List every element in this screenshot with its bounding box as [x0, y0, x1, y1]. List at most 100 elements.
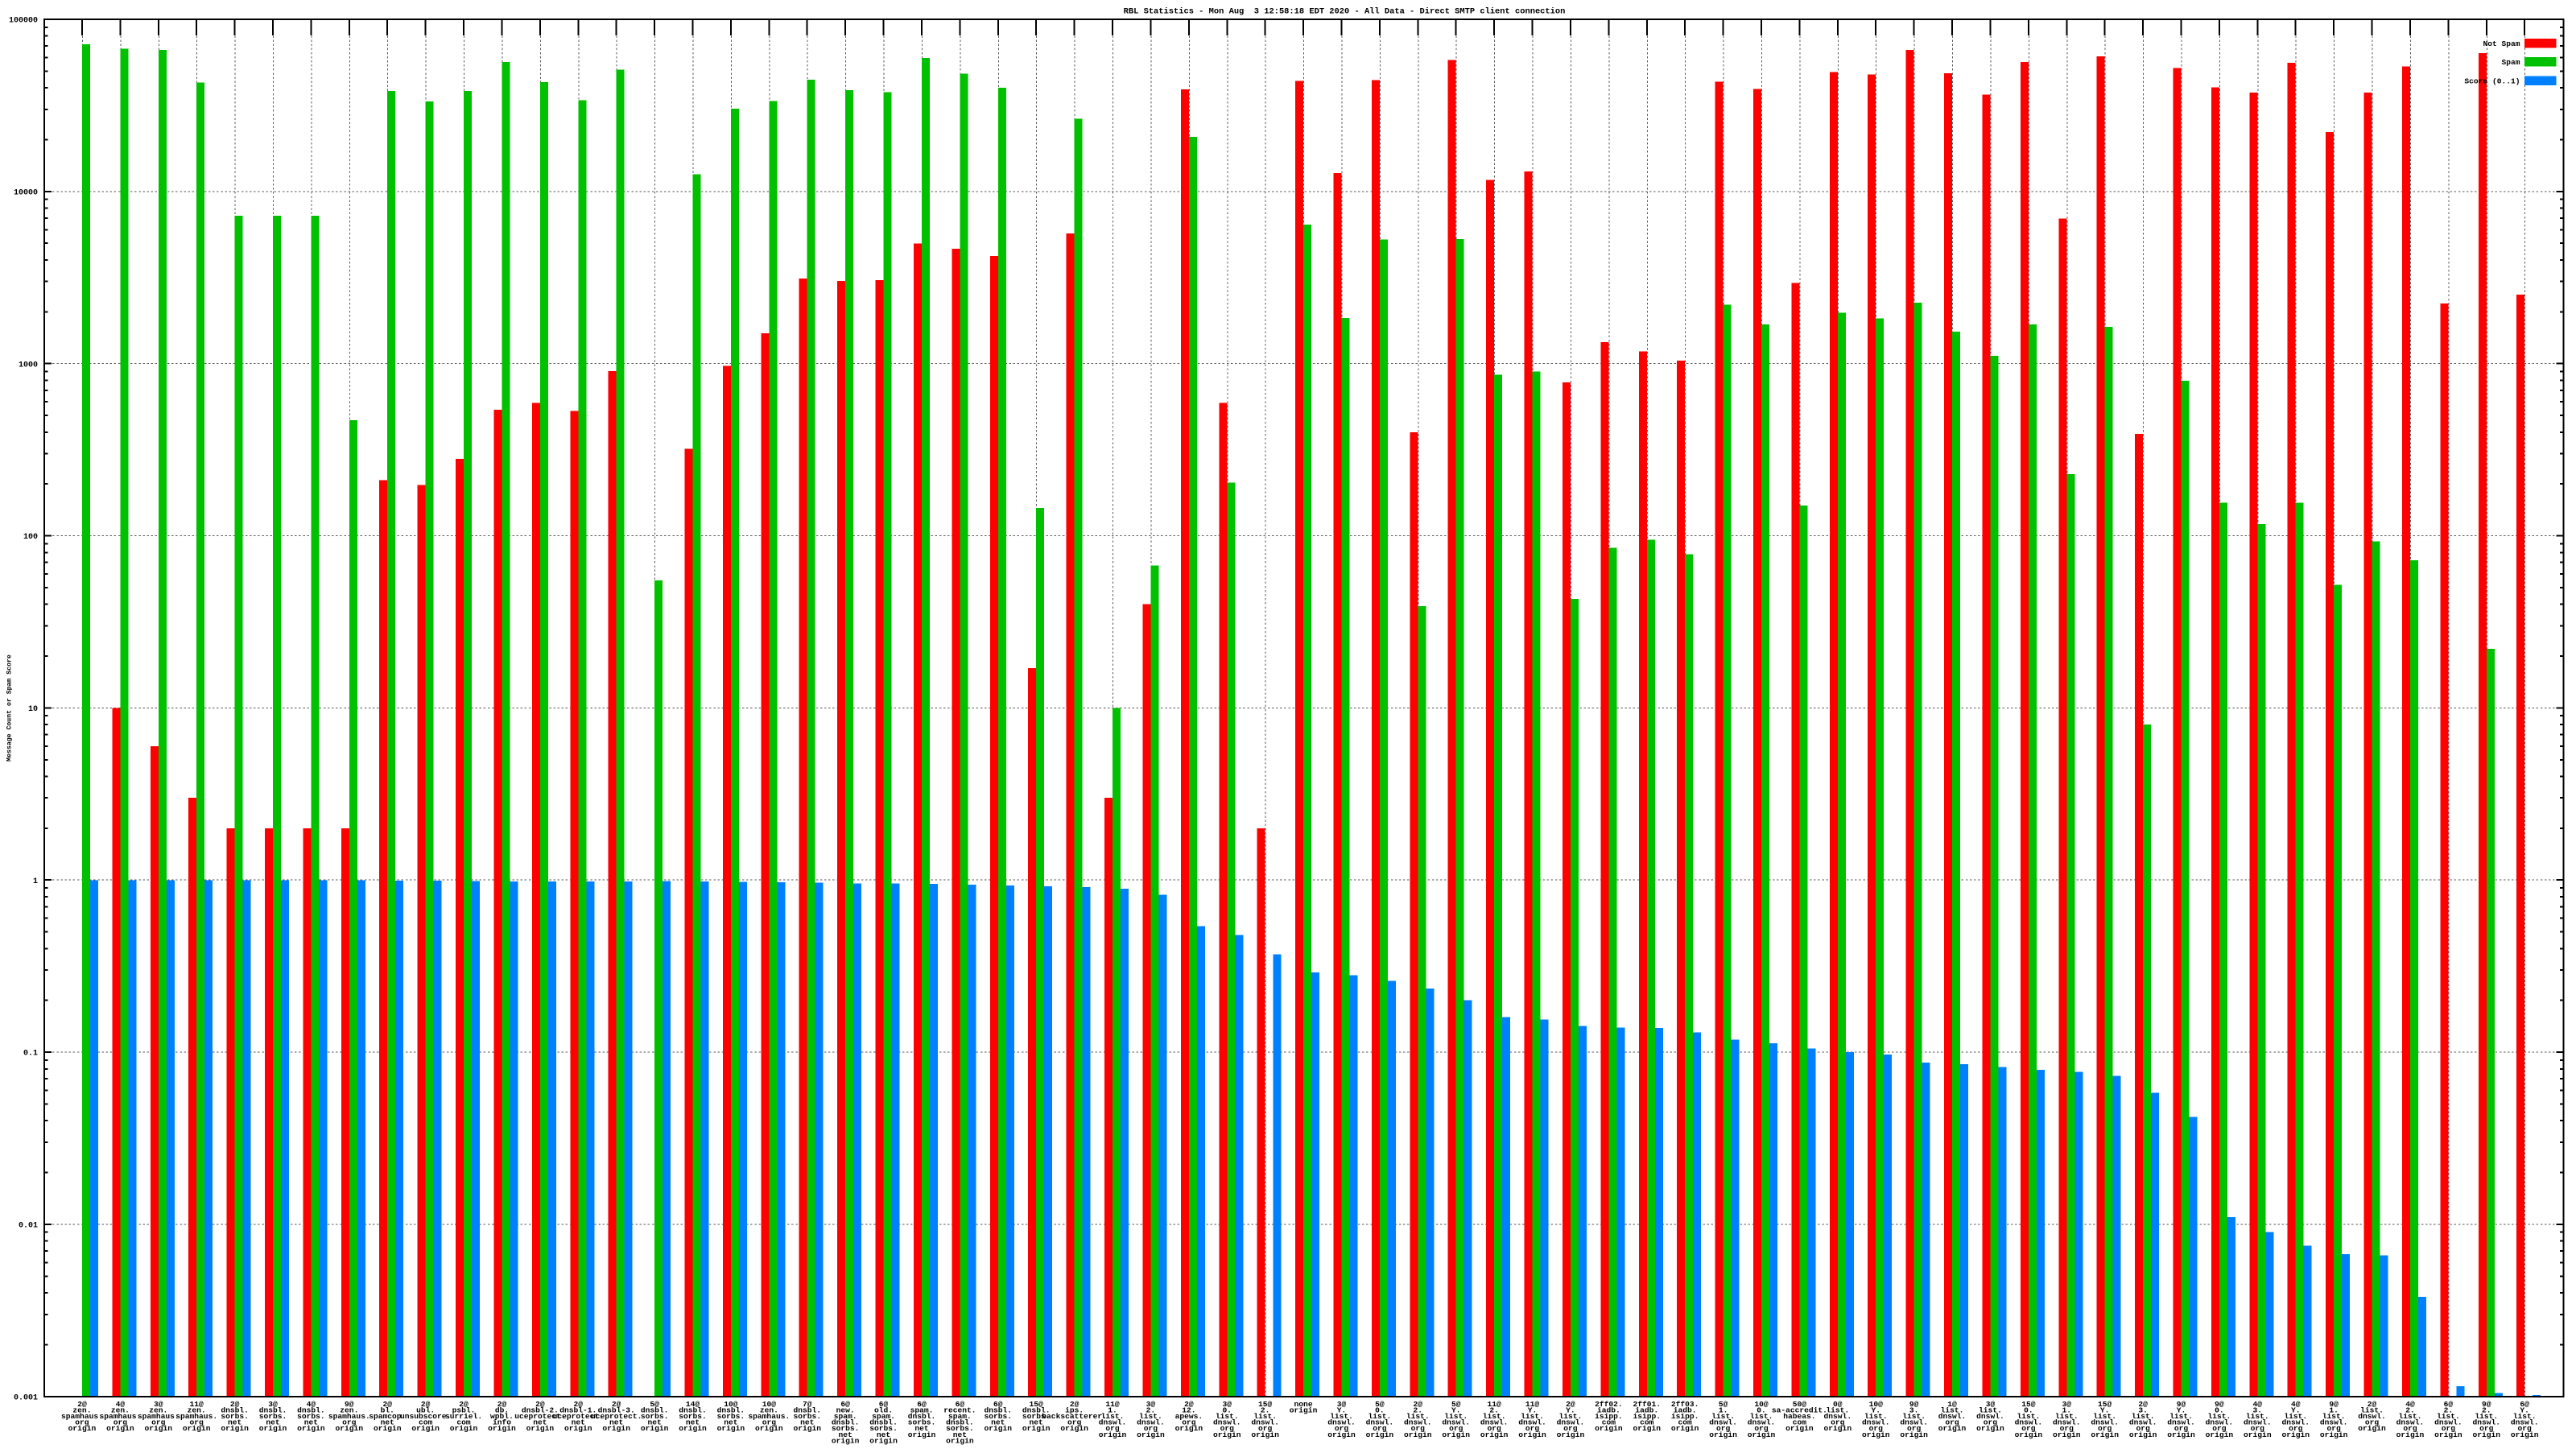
svg-text:2@: 2@ — [421, 1400, 431, 1409]
svg-text:iadb.: iadb. — [1597, 1406, 1620, 1414]
svg-text:org: org — [342, 1418, 357, 1427]
svg-text:dnswl.: dnswl. — [1366, 1418, 1394, 1427]
svg-text:dnsbl.: dnsbl. — [221, 1406, 249, 1414]
svg-text:origin: origin — [832, 1436, 860, 1445]
svg-text:zen.: zen. — [760, 1406, 778, 1414]
svg-text:origin: origin — [1862, 1430, 1890, 1439]
svg-text:2@: 2@ — [1414, 1400, 1423, 1409]
svg-text:list.: list. — [2246, 1412, 2269, 1421]
svg-text:org: org — [2403, 1424, 2417, 1433]
svg-text:list.: list. — [1826, 1406, 1849, 1414]
svg-text:origin: origin — [564, 1424, 592, 1433]
svg-text:dnswl.: dnswl. — [1404, 1418, 1432, 1427]
svg-text:list.: list. — [1216, 1412, 1239, 1421]
svg-text:net: net — [228, 1418, 242, 1427]
svg-text:org: org — [1754, 1424, 1769, 1433]
svg-text:3.: 3. — [2138, 1406, 2148, 1414]
svg-text:net: net — [686, 1418, 700, 1427]
svg-text:2@: 2@ — [1566, 1400, 1575, 1409]
svg-text:origin: origin — [1442, 1430, 1470, 1439]
svg-text:origin: origin — [1213, 1430, 1241, 1439]
svg-text:dnswl.: dnswl. — [1137, 1418, 1165, 1427]
svg-text:dnsbl.: dnsbl. — [985, 1406, 1013, 1414]
svg-text:dnswl.: dnswl. — [1213, 1418, 1241, 1427]
svg-text:list.: list. — [2475, 1412, 2498, 1421]
svg-text:net: net — [724, 1418, 737, 1427]
svg-text:4@: 4@ — [2253, 1400, 2263, 1409]
svg-text:org: org — [2021, 1424, 2036, 1433]
svg-text:list.: list. — [1559, 1412, 1583, 1421]
svg-text:origin: origin — [1518, 1430, 1546, 1439]
svg-text:3@: 3@ — [1986, 1400, 1996, 1409]
svg-text:dnswl.: dnswl. — [2281, 1418, 2310, 1427]
svg-text:10@: 10@ — [1754, 1400, 1769, 1409]
svg-text:net: net — [533, 1418, 547, 1427]
svg-text:zen.: zen. — [149, 1406, 167, 1414]
svg-text:9@: 9@ — [2482, 1400, 2491, 1409]
svg-text:dnswl.: dnswl. — [1938, 1412, 1967, 1421]
svg-text:2.: 2. — [2444, 1406, 2454, 1414]
svg-text:2ff02.: 2ff02. — [1595, 1400, 1623, 1409]
svg-text:0.: 0. — [2215, 1406, 2224, 1414]
svg-text:list.: list. — [1483, 1412, 1506, 1421]
svg-text:spamhaus.: spamhaus. — [175, 1412, 217, 1421]
svg-text:10: 10 — [28, 705, 38, 714]
svg-text:origin: origin — [2129, 1430, 2157, 1439]
svg-text:Y.: Y. — [1871, 1406, 1880, 1414]
svg-text:list.: list. — [1750, 1412, 1773, 1421]
svg-text:spam.: spam. — [834, 1412, 857, 1421]
svg-text:origin: origin — [2091, 1430, 2119, 1439]
svg-text:2.: 2. — [1261, 1406, 1270, 1414]
svg-text:origin: origin — [144, 1424, 172, 1433]
svg-text:2@: 2@ — [2368, 1400, 2377, 1409]
svg-text:net: net — [991, 1418, 1005, 1427]
svg-text:dnswl.: dnswl. — [1976, 1412, 2004, 1421]
svg-text:origin: origin — [869, 1436, 898, 1445]
svg-text:org: org — [151, 1418, 166, 1427]
svg-text:Y.: Y. — [2177, 1406, 2186, 1414]
svg-text:org: org — [1335, 1424, 1349, 1433]
svg-text:dnswl.: dnswl. — [1557, 1418, 1585, 1427]
svg-text:list.: list. — [2017, 1412, 2040, 1421]
svg-text:dnswl.: dnswl. — [1251, 1418, 1279, 1427]
svg-text:dnswl.: dnswl. — [2473, 1418, 2501, 1427]
svg-text:org: org — [1907, 1424, 1922, 1433]
svg-text:origin: origin — [946, 1436, 974, 1445]
svg-text:spamhaus.: spamhaus. — [138, 1412, 180, 1421]
svg-text:6@: 6@ — [956, 1400, 965, 1409]
svg-text:origin: origin — [1251, 1430, 1279, 1439]
svg-text:sorbs.: sorbs. — [221, 1412, 249, 1421]
svg-text:origin: origin — [985, 1424, 1013, 1433]
svg-text:origin: origin — [259, 1424, 287, 1433]
svg-text:sorbs.: sorbs. — [793, 1412, 821, 1421]
svg-text:origin: origin — [602, 1424, 630, 1433]
svg-text:isipp.: isipp. — [1633, 1412, 1661, 1421]
svg-text:7@: 7@ — [803, 1400, 812, 1409]
svg-text:4@: 4@ — [2291, 1400, 2301, 1409]
svg-text:2.: 2. — [1146, 1406, 1156, 1414]
svg-text:Score (0..1): Score (0..1) — [2464, 77, 2520, 86]
svg-text:3@: 3@ — [1222, 1400, 1232, 1409]
svg-text:5@: 5@ — [1719, 1400, 1728, 1409]
svg-text:dnswl.: dnswl. — [2091, 1418, 2119, 1427]
svg-text:Spam: Spam — [2501, 58, 2520, 67]
svg-text:11@: 11@ — [1487, 1400, 1501, 1409]
svg-text:10@: 10@ — [1869, 1400, 1884, 1409]
svg-text:6@: 6@ — [840, 1400, 850, 1409]
svg-text:origin: origin — [1099, 1430, 1127, 1439]
svg-text:origin: origin — [221, 1424, 249, 1433]
svg-text:9@: 9@ — [1909, 1400, 1919, 1409]
svg-text:org: org — [1869, 1424, 1884, 1433]
svg-text:sorbs.: sorbs. — [717, 1412, 745, 1421]
svg-text:100: 100 — [23, 533, 38, 542]
svg-text:6@: 6@ — [879, 1400, 889, 1409]
svg-text:3@: 3@ — [2062, 1400, 2072, 1409]
svg-text:Y.: Y. — [1451, 1406, 1461, 1414]
svg-text:net: net — [953, 1430, 967, 1439]
svg-text:org: org — [1220, 1424, 1235, 1433]
svg-text:sorbs.: sorbs. — [908, 1418, 936, 1427]
svg-text:2@: 2@ — [535, 1400, 545, 1409]
svg-text:origin: origin — [2167, 1430, 2195, 1439]
svg-text:spamhaus.: spamhaus. — [61, 1412, 103, 1421]
svg-text:org: org — [1945, 1418, 1959, 1427]
